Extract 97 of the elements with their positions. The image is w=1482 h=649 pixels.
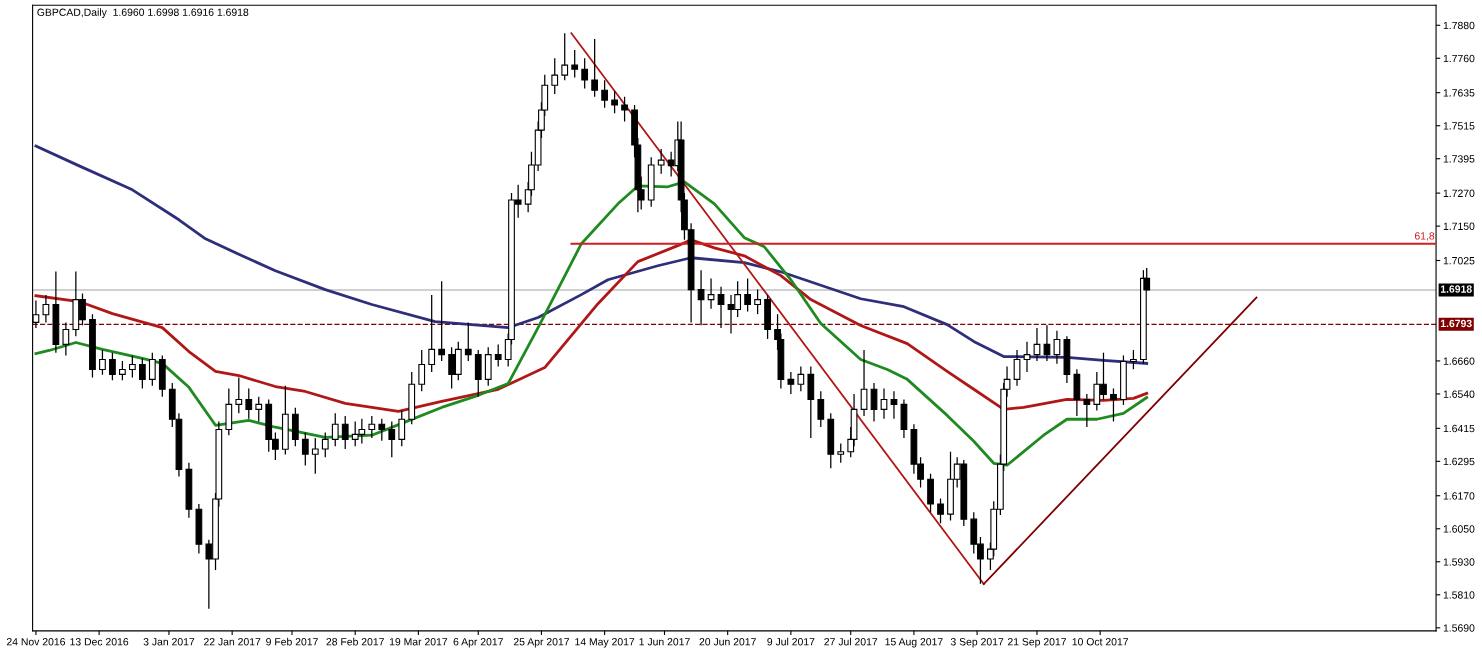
candlestick bbox=[321, 431, 329, 458]
candlestick bbox=[301, 431, 309, 467]
y-tick-label: 1.6295 bbox=[1443, 457, 1475, 466]
candlestick bbox=[494, 343, 502, 368]
y-tick-label: 1.7395 bbox=[1443, 155, 1475, 163]
candlestick bbox=[581, 57, 589, 90]
y-tick-label: 1.6415 bbox=[1443, 424, 1475, 433]
candlestick bbox=[591, 38, 599, 98]
candlestick bbox=[744, 277, 752, 313]
candlestick bbox=[418, 349, 426, 392]
candlestick bbox=[571, 49, 579, 79]
x-tick-label: 24 Nov 2016 bbox=[6, 638, 66, 646]
candlestick bbox=[148, 352, 156, 387]
candlestick bbox=[378, 418, 386, 442]
candlestick bbox=[99, 349, 106, 376]
line-series bbox=[34, 180, 1149, 467]
candlestick bbox=[255, 396, 263, 423]
candlestick bbox=[42, 294, 50, 324]
y-tick-label: 1.6660 bbox=[1443, 357, 1475, 365]
candlestick bbox=[890, 390, 898, 420]
candlestick bbox=[438, 280, 446, 362]
candlestick bbox=[1023, 341, 1031, 373]
y-tick-label: 1.5930 bbox=[1443, 558, 1475, 566]
candlestick bbox=[817, 390, 825, 428]
candlestick bbox=[717, 286, 725, 329]
candlestick bbox=[611, 90, 618, 114]
candlestick bbox=[245, 387, 253, 420]
x-tick-label: 9 Feb 2017 bbox=[266, 637, 318, 646]
candlestick bbox=[561, 32, 569, 81]
candlestick bbox=[62, 321, 70, 357]
y-tick-label: 1.6540 bbox=[1443, 390, 1475, 398]
x-tick-label: 27 Jul 2017 bbox=[824, 637, 878, 646]
x-tick-label: 13 Dec 2016 bbox=[70, 638, 129, 646]
ref-line-label: 1.6918 bbox=[1440, 285, 1472, 293]
candlestick bbox=[697, 269, 705, 326]
candlestick bbox=[119, 360, 126, 381]
candlestick bbox=[32, 299, 40, 329]
candlestick bbox=[235, 376, 243, 414]
line-series bbox=[34, 144, 1149, 365]
candlestick bbox=[837, 442, 845, 464]
x-tick-label: 1 Jun 2017 bbox=[639, 638, 690, 646]
candlestick bbox=[311, 437, 319, 475]
x-tick-label: 14 May 2017 bbox=[575, 638, 635, 648]
chart-title: GBPCAD,Daily 1.6960 1.6998 1.6916 1.6918 bbox=[37, 8, 249, 19]
candlestick bbox=[341, 415, 349, 450]
candlestick bbox=[880, 387, 888, 420]
candlestick bbox=[331, 412, 339, 447]
candlestick bbox=[1053, 330, 1061, 365]
candlestick bbox=[428, 294, 436, 373]
y-tick-label: 1.6050 bbox=[1443, 525, 1475, 533]
y-tick-label: 1.5690 bbox=[1443, 624, 1475, 632]
candlestick bbox=[464, 321, 472, 362]
annotation: 61,8 bbox=[1414, 232, 1435, 241]
x-tick-label: 6 Apr 2017 bbox=[453, 638, 503, 648]
candlestick bbox=[109, 352, 116, 381]
candlestick bbox=[657, 148, 665, 175]
candlestick bbox=[388, 420, 396, 458]
candlestick bbox=[707, 277, 715, 310]
candlestick bbox=[860, 349, 868, 417]
candlestick bbox=[368, 415, 376, 439]
y-tick-label: 1.7270 bbox=[1443, 189, 1475, 197]
candlestick bbox=[601, 79, 609, 109]
candlestick bbox=[787, 371, 795, 395]
candlestick bbox=[1043, 324, 1051, 362]
x-tick-label: 15 Aug 2017 bbox=[885, 638, 943, 648]
y-tick-label: 1.7515 bbox=[1443, 122, 1475, 130]
x-tick-label: 28 Feb 2017 bbox=[326, 637, 384, 646]
candlestick bbox=[128, 354, 136, 379]
candlestick bbox=[797, 365, 805, 392]
candlestick bbox=[1130, 349, 1137, 370]
y-tick-label: 1.5810 bbox=[1443, 591, 1475, 599]
candlestick bbox=[754, 288, 761, 315]
x-tick-label: 3 Sep 2017 bbox=[950, 638, 1004, 648]
y-tick-label: 1.7635 bbox=[1443, 89, 1475, 97]
x-tick-label: 22 Jan 2017 bbox=[204, 638, 261, 646]
ref-line-label: 1.6793 bbox=[1440, 319, 1472, 328]
y-tick-label: 1.7760 bbox=[1443, 54, 1475, 63]
x-tick-label: 25 Apr 2017 bbox=[513, 638, 570, 648]
x-tick-label: 10 Oct 2017 bbox=[1072, 638, 1129, 646]
candlestick bbox=[398, 409, 406, 447]
candlestick bbox=[1033, 327, 1041, 362]
candlestick bbox=[1013, 349, 1021, 387]
candlestick bbox=[1083, 393, 1091, 428]
x-tick-label: 21 Sep 2017 bbox=[1007, 638, 1066, 648]
y-tick-label: 1.7025 bbox=[1443, 257, 1475, 265]
y-tick-label: 1.6170 bbox=[1443, 492, 1475, 500]
candlestick bbox=[551, 57, 559, 95]
x-tick-label: 9 Jul 2017 bbox=[767, 637, 815, 646]
x-tick-label: 20 Jun 2017 bbox=[699, 638, 756, 646]
candlestick bbox=[937, 497, 944, 524]
y-tick-label: 1.7880 bbox=[1443, 21, 1475, 30]
x-tick-label: 3 Jan 2017 bbox=[143, 638, 195, 646]
y-tick-label: 1.7150 bbox=[1443, 222, 1475, 230]
candlestick bbox=[621, 96, 628, 123]
candlestick bbox=[1110, 387, 1117, 423]
candlestick bbox=[138, 357, 146, 390]
x-tick-label: 19 Mar 2017 bbox=[389, 638, 448, 646]
